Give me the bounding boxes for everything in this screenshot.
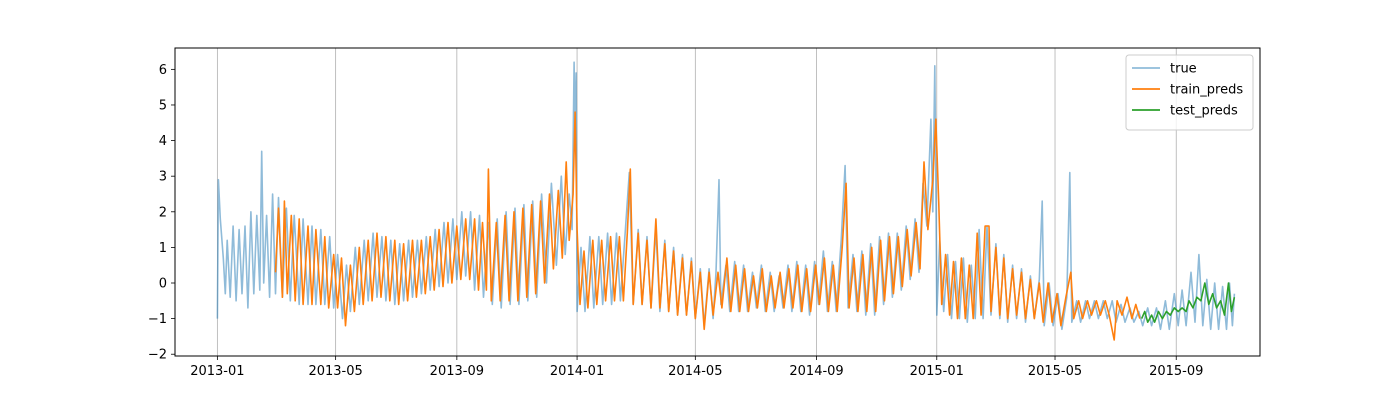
x-tick-label: 2014-01 xyxy=(550,364,604,379)
y-tick-label: −2 xyxy=(148,348,167,363)
series-line-true xyxy=(216,61,1236,331)
x-tick-label: 2013-05 xyxy=(308,364,362,379)
x-tick-label: 2014-09 xyxy=(789,364,843,379)
y-tick-label: 5 xyxy=(159,98,167,113)
x-tick-label: 2013-09 xyxy=(430,364,484,379)
y-tick-label: 3 xyxy=(159,170,167,185)
legend: true train_preds test_preds xyxy=(1125,54,1254,131)
y-tick-label: 1 xyxy=(159,241,167,256)
y-tick-label: 4 xyxy=(159,134,167,149)
x-tick-label: 2015-09 xyxy=(1149,364,1203,379)
legend-box xyxy=(1125,54,1254,131)
plot-frame xyxy=(174,47,1261,357)
grid-lines xyxy=(216,48,1177,356)
x-tick-label: 2013-01 xyxy=(190,364,244,379)
x-tick-label: 2015-05 xyxy=(1028,364,1082,379)
legend-label: train_preds xyxy=(1170,83,1243,98)
y-tick-label: −1 xyxy=(148,312,167,327)
x-tick-label: 2014-05 xyxy=(668,364,722,379)
y-tick-label: 6 xyxy=(159,63,167,78)
legend-label: test_preds xyxy=(1170,104,1238,119)
y-tick-label: 2 xyxy=(159,205,167,220)
x-tick-label: 2015-01 xyxy=(910,364,964,379)
series-line-train-preds xyxy=(274,111,1141,341)
legend-label: true xyxy=(1170,62,1197,77)
y-tick-label: 0 xyxy=(159,277,167,292)
x-axis-ticks: 2013-01 2013-05 2013-09 2014-01 2014-05 2014-… xyxy=(190,356,1203,379)
y-axis-ticks: 6 5 4 3 2 1 0 −1 −2 xyxy=(148,63,175,363)
series-line-test-preds xyxy=(1140,282,1236,323)
series-lines xyxy=(216,61,1236,341)
